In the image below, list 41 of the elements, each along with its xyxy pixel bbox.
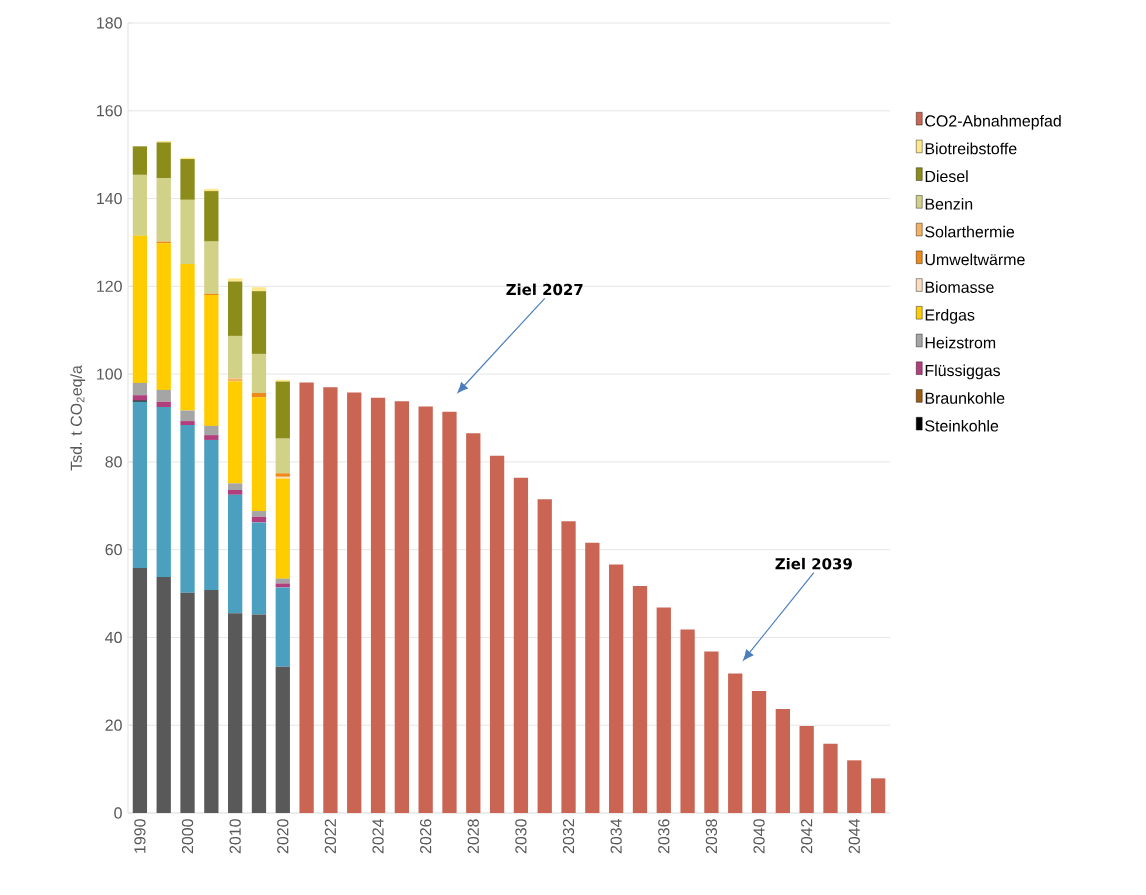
annotation: Ziel 2039 — [775, 557, 852, 570]
x-tick-label: 2032 — [562, 819, 575, 854]
x-tick-label: 2026 — [420, 819, 432, 854]
legend-label: CO2-Abnahmepfad — [925, 114, 1061, 130]
annotation: Ziel 2027 — [506, 283, 583, 296]
x-tick-label: 2030 — [515, 819, 527, 854]
x-tick-label: 2040 — [753, 819, 765, 854]
legend-label: Umweltwärme — [925, 253, 1025, 266]
y-tick-label: 80 — [105, 456, 122, 468]
legend-label: Flüssiggas — [925, 364, 1001, 380]
legend-label: Heizstrom — [925, 336, 996, 349]
legend-label: Steinkohle — [925, 419, 999, 432]
x-tick-label: 2000 — [181, 819, 194, 854]
legend-label: Diesel — [925, 170, 968, 183]
legend-label: Braunkohle — [925, 392, 1005, 404]
y-tick-label: 0 — [114, 807, 122, 819]
y-tick-label: 100 — [97, 368, 122, 380]
y-tick-label: 40 — [105, 631, 122, 644]
y-tick-label: 120 — [97, 280, 122, 292]
x-tick-label: 2010 — [229, 819, 241, 854]
x-tick-label: 2036 — [658, 819, 670, 854]
x-tick-label: 2020 — [277, 819, 289, 854]
y-tick-label: 20 — [105, 719, 122, 731]
y-tick-label: 140 — [97, 192, 122, 205]
y-axis-title: Tsd. t CO$_{2}$eq/a — [70, 365, 86, 471]
legend-label: Biotreibstoffe — [925, 142, 1017, 155]
x-tick-label: 1990 — [134, 819, 146, 853]
x-tick-label: 2034 — [610, 818, 622, 854]
y-tick-label: 60 — [105, 544, 122, 556]
x-tick-label: 2024 — [372, 818, 384, 854]
x-tick-label: 2038 — [705, 819, 718, 854]
legend-label: Benzin — [925, 198, 973, 210]
x-tick-label: 2028 — [467, 819, 479, 854]
legend-label: Erdgas — [925, 308, 975, 324]
x-tick-label: 2022 — [324, 819, 337, 854]
x-tick-label: 2044 — [848, 818, 860, 854]
y-tick-label: 160 — [97, 105, 122, 117]
x-tick-label: 2042 — [801, 819, 813, 854]
y-tick-label: 180 — [97, 17, 122, 29]
legend-label: Biomasse — [925, 281, 994, 293]
legend-label: Solarthermie — [925, 225, 1015, 238]
